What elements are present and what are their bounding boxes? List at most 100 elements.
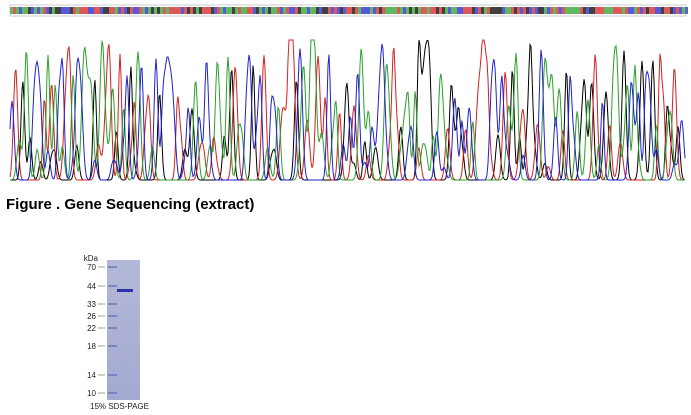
base-call xyxy=(232,7,235,14)
base-call xyxy=(262,7,265,14)
base-call xyxy=(343,7,346,14)
base-call xyxy=(67,7,70,14)
base-call xyxy=(166,7,169,14)
base-call xyxy=(328,7,331,14)
base-call-frame xyxy=(9,4,687,17)
base-call xyxy=(325,7,328,14)
base-call xyxy=(298,7,301,14)
base-call xyxy=(376,7,379,14)
base-call xyxy=(616,7,619,14)
base-call xyxy=(286,7,289,14)
base-call xyxy=(388,7,391,14)
base-call xyxy=(34,7,37,14)
base-call xyxy=(682,7,685,14)
base-call xyxy=(163,7,166,14)
base-call xyxy=(412,7,415,14)
base-call xyxy=(49,7,52,14)
base-call xyxy=(196,7,199,14)
base-call xyxy=(568,7,571,14)
marker-label: 10 xyxy=(87,389,96,398)
trace-line xyxy=(9,39,685,181)
base-call xyxy=(277,7,280,14)
base-call xyxy=(517,7,520,14)
base-call xyxy=(187,7,190,14)
base-call xyxy=(400,7,403,14)
base-call xyxy=(169,7,172,14)
base-call xyxy=(556,7,559,14)
base-call xyxy=(685,7,688,14)
marker-label: 22 xyxy=(87,324,96,333)
base-call xyxy=(469,7,472,14)
base-call xyxy=(655,7,658,14)
base-call xyxy=(274,7,277,14)
base-call xyxy=(145,7,148,14)
base-call xyxy=(397,7,400,14)
marker-band xyxy=(108,345,117,347)
base-call xyxy=(613,7,616,14)
base-call xyxy=(493,7,496,14)
base-call xyxy=(91,7,94,14)
base-call xyxy=(355,7,358,14)
base-call xyxy=(445,7,448,14)
base-call xyxy=(121,7,124,14)
base-call xyxy=(640,7,643,14)
base-call xyxy=(157,7,160,14)
base-call xyxy=(85,7,88,14)
base-call xyxy=(634,7,637,14)
base-call xyxy=(658,7,661,14)
base-call xyxy=(16,7,19,14)
unit-label: kDa xyxy=(84,254,99,263)
base-call xyxy=(610,7,613,14)
base-call xyxy=(46,7,49,14)
base-call xyxy=(520,7,523,14)
base-call xyxy=(73,7,76,14)
base-call xyxy=(478,7,481,14)
base-call xyxy=(484,7,487,14)
base-call xyxy=(250,7,253,14)
base-call xyxy=(148,7,151,14)
base-call xyxy=(430,7,433,14)
base-call xyxy=(646,7,649,14)
base-call xyxy=(139,7,142,14)
base-call xyxy=(379,7,382,14)
base-call xyxy=(337,7,340,14)
base-call xyxy=(580,7,583,14)
base-call xyxy=(676,7,679,14)
base-call xyxy=(583,7,586,14)
base-call xyxy=(25,7,28,14)
base-call xyxy=(448,7,451,14)
base-call xyxy=(625,7,628,14)
base-call xyxy=(505,7,508,14)
base-call xyxy=(424,7,427,14)
base-call xyxy=(433,7,436,14)
base-call xyxy=(565,7,568,14)
base-call xyxy=(214,7,217,14)
base-call xyxy=(76,7,79,14)
base-call xyxy=(538,7,541,14)
base-call xyxy=(436,7,439,14)
base-call xyxy=(190,7,193,14)
marker-band xyxy=(108,315,117,317)
base-call xyxy=(457,7,460,14)
base-call xyxy=(310,7,313,14)
base-call xyxy=(571,7,574,14)
base-call xyxy=(523,7,526,14)
base-call xyxy=(589,7,592,14)
base-call xyxy=(13,7,16,14)
base-call xyxy=(385,7,388,14)
base-call xyxy=(370,7,373,14)
base-call xyxy=(562,7,565,14)
base-call xyxy=(442,7,445,14)
base-call xyxy=(112,7,115,14)
base-call xyxy=(598,7,601,14)
base-call xyxy=(22,7,25,14)
base-call xyxy=(502,7,505,14)
base-call xyxy=(88,7,91,14)
base-call xyxy=(487,7,490,14)
base-call xyxy=(631,7,634,14)
base-call xyxy=(265,7,268,14)
base-call xyxy=(229,7,232,14)
base-call xyxy=(421,7,424,14)
sds-page-gel: kDa 15% SDS-PAGE 70 44 33 26 22 18 14 10 xyxy=(84,254,149,411)
